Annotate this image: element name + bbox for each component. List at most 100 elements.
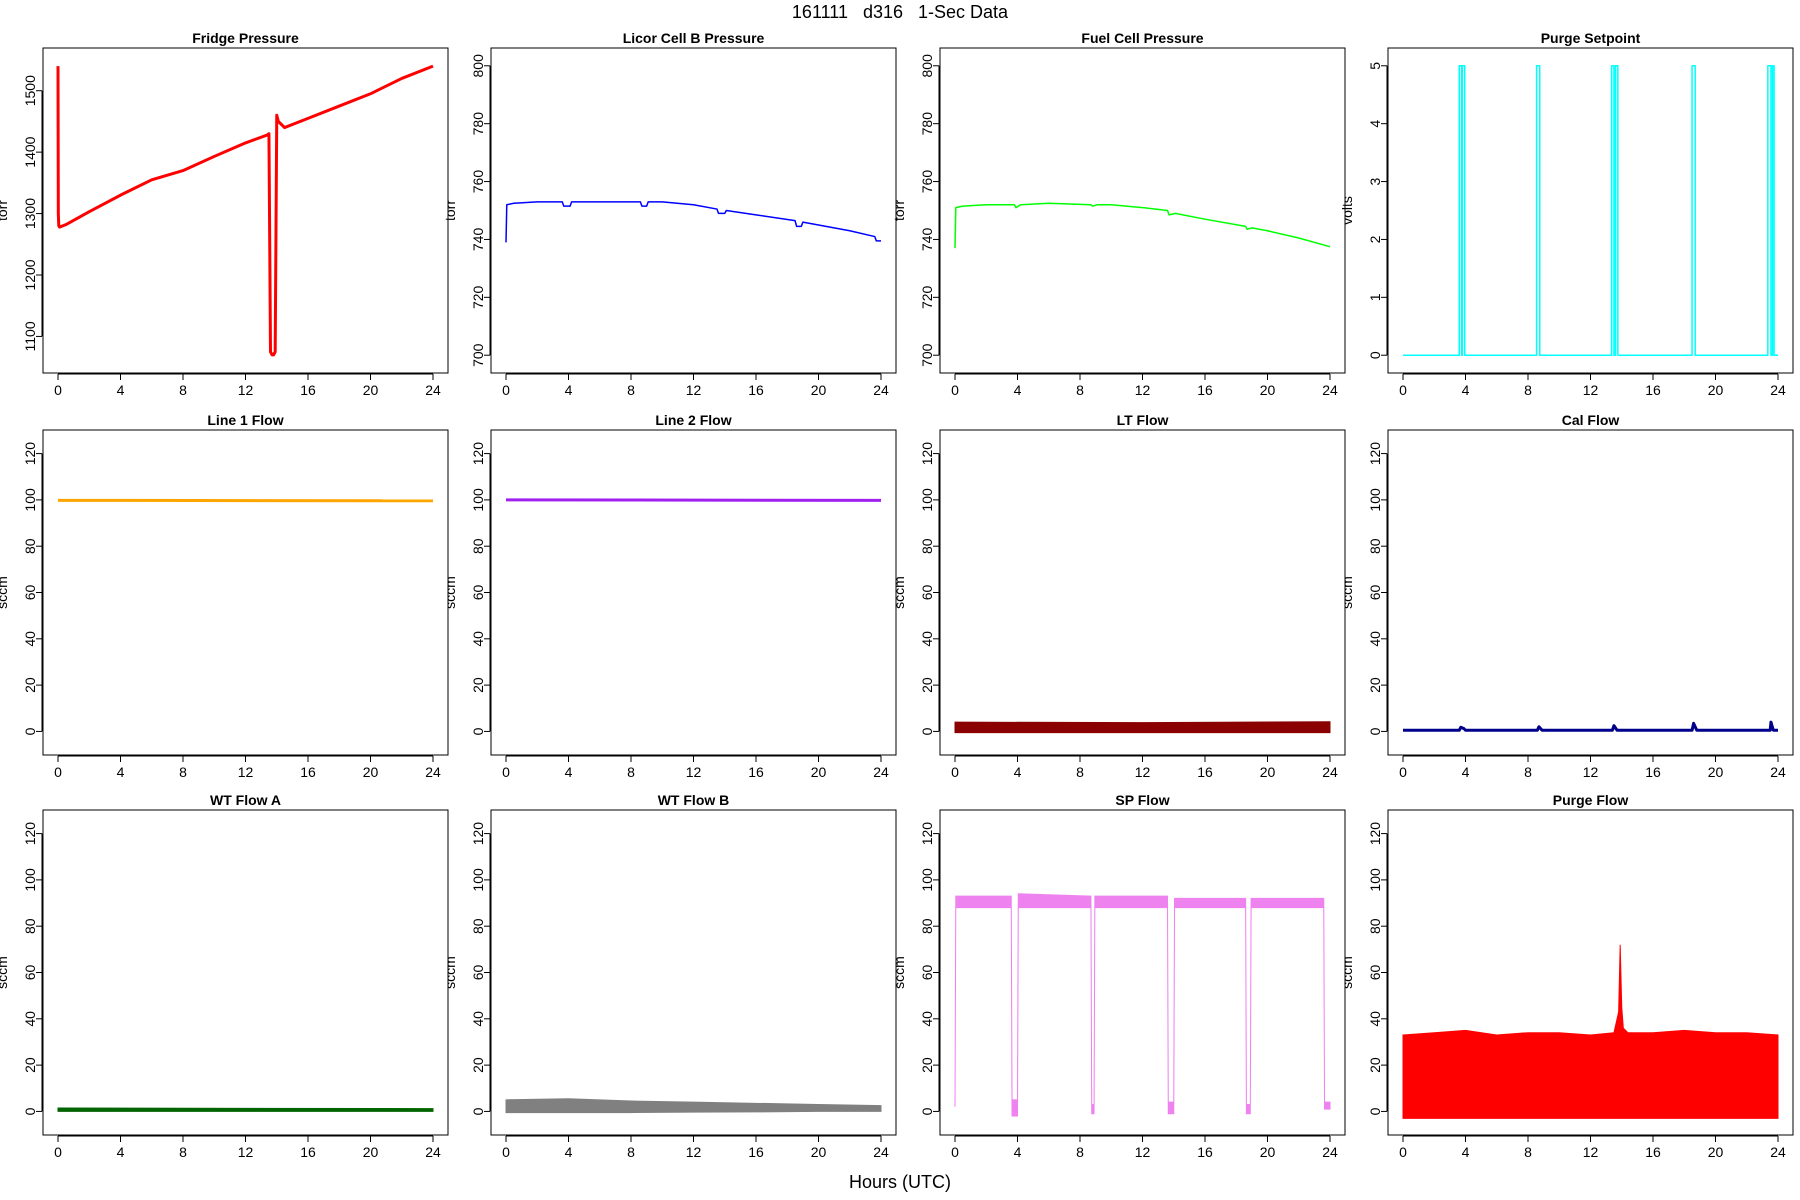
y-tick-label: 120 [22,822,38,846]
y-tick-label: 700 [919,343,935,367]
plot-frame [490,429,897,756]
y-tick-label: 60 [470,585,486,601]
x-tick-label: 24 [873,764,889,780]
x-tick-label: 16 [748,1144,764,1160]
x-tick-label: 8 [627,382,635,398]
y-tick-label: 40 [470,631,486,647]
y-tick-label: 40 [22,1011,38,1027]
y-tick-label: 0 [470,727,486,735]
y-tick-label: 120 [22,442,38,466]
y-axis-label: sccm [0,576,10,609]
x-tick-label: 20 [363,1144,379,1160]
x-tick-label: 16 [300,1144,316,1160]
data-line [954,202,1331,249]
x-tick-label: 4 [1014,382,1022,398]
y-axis-label: sccm [442,956,458,989]
y-tick-label: 120 [470,822,486,846]
panel-8: WT Flow A sccm 0 4 8 12 16 20 24 0 20 40 60 80 100 120 [0,792,449,1160]
x-tick-label: 16 [748,764,764,780]
y-tick-label: 20 [22,677,38,693]
y-tick-label: 80 [919,918,935,934]
x-tick-label: 20 [1708,764,1724,780]
y-axis-label: sccm [891,956,907,989]
x-tick-label: 4 [1014,764,1022,780]
panel-9: WT Flow B sccm 0 4 8 12 16 20 24 0 20 40 60 80 100 120 [442,792,897,1160]
y-tick-label: 100 [22,868,38,892]
y-tick-label: 0 [470,1107,486,1115]
x-tick-label: 0 [1399,1144,1407,1160]
data-band [954,893,1331,1117]
y-tick-label: 740 [919,228,935,252]
plot-frame [939,429,1346,756]
x-tick-label: 12 [1583,1144,1599,1160]
x-tick-label: 16 [1645,1144,1661,1160]
x-tick-label: 12 [238,382,254,398]
x-tick-label: 24 [425,764,441,780]
x-tick-label: 12 [1583,764,1599,780]
panel-title: SP Flow [1115,792,1169,808]
y-tick-label: 20 [470,677,486,693]
y-tick-label: 80 [1367,918,1383,934]
panel-title: Line 1 Flow [207,412,283,428]
x-tick-label: 8 [627,764,635,780]
x-tick-label: 12 [686,382,702,398]
y-tick-label: 60 [1367,965,1383,981]
y-tick-label: 2 [1367,235,1383,243]
x-tick-label: 0 [502,382,510,398]
x-tick-label: 20 [1260,382,1276,398]
panel-title: Fridge Pressure [192,30,299,46]
x-tick-label: 16 [1197,764,1213,780]
y-tick-label: 0 [1367,1107,1383,1115]
y-tick-label: 40 [1367,631,1383,647]
y-tick-label: 0 [1367,727,1383,735]
y-tick-label: 40 [470,1011,486,1027]
panel-title: LT Flow [1117,412,1169,428]
plot-frame [490,809,897,1136]
x-tick-label: 16 [300,382,316,398]
y-axis-label: sccm [0,956,10,989]
x-tick-label: 8 [1524,764,1532,780]
x-tick-label: 0 [502,1144,510,1160]
panel-1: Licor Cell B Pressure torr 0 4 8 12 16 20 24 700 7… [442,30,897,398]
x-tick-label: 8 [1076,1144,1084,1160]
y-tick-label: 120 [1367,822,1383,846]
plot-frame [42,47,449,374]
panel-title: WT Flow B [658,792,730,808]
x-tick-label: 4 [117,1144,125,1160]
y-tick-label: 120 [919,822,935,846]
panel-11: Purge Flow sccm 0 4 8 12 16 20 24 0 20 40 60 80 100 120 [1339,792,1794,1160]
x-tick-label: 0 [54,1144,62,1160]
panel-title: WT Flow A [210,792,281,808]
x-tick-label: 16 [1197,382,1213,398]
x-tick-label: 12 [1135,382,1151,398]
y-tick-label: 1500 [22,75,38,106]
data-band [1402,944,1779,1119]
x-tick-label: 0 [54,382,62,398]
x-tick-label: 4 [1014,1144,1022,1160]
x-tick-label: 12 [1135,1144,1151,1160]
y-tick-label: 20 [919,677,935,693]
x-tick-label: 20 [1708,382,1724,398]
x-tick-label: 20 [1260,764,1276,780]
y-tick-label: 0 [22,727,38,735]
y-tick-label: 720 [919,285,935,309]
y-tick-label: 20 [1367,1057,1383,1073]
x-tick-label: 16 [1645,764,1661,780]
x-tick-label: 12 [686,764,702,780]
y-axis-label: torr [0,200,10,221]
y-tick-label: 40 [1367,1011,1383,1027]
plot-frame [42,809,449,1136]
x-tick-label: 8 [1524,382,1532,398]
plot-frame [1387,809,1794,1136]
y-tick-label: 780 [470,112,486,136]
x-tick-label: 12 [686,1144,702,1160]
y-tick-label: 40 [919,1011,935,1027]
y-tick-label: 1100 [22,321,38,351]
y-tick-label: 800 [919,54,935,78]
y-tick-label: 60 [1367,585,1383,601]
y-axis-label: sccm [1339,956,1355,989]
y-tick-label: 0 [1367,351,1383,359]
x-tick-label: 0 [951,382,959,398]
x-tick-label: 4 [565,382,573,398]
